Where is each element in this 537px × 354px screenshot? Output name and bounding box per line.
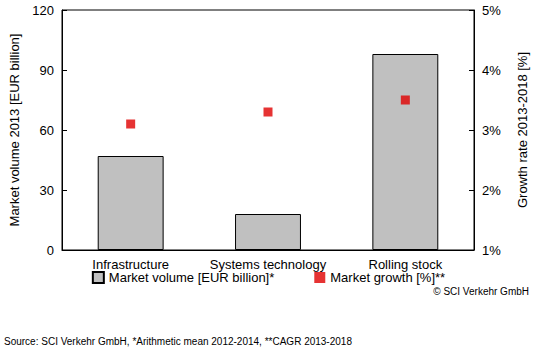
svg-text:Growth rate 2013-2018 [%]: Growth rate 2013-2018 [%] [515,52,530,208]
svg-text:Market volume [EUR billion]*: Market volume [EUR billion]* [109,270,274,285]
svg-text:Infrastructure: Infrastructure [92,257,169,272]
svg-text:© SCI Verkehr GmbH: © SCI Verkehr GmbH [433,286,529,297]
svg-text:30: 30 [40,183,54,198]
svg-text:1%: 1% [482,243,501,258]
svg-text:5%: 5% [482,3,501,18]
svg-text:120: 120 [32,3,54,18]
svg-text:90: 90 [40,63,54,78]
svg-text:4%: 4% [482,63,501,78]
svg-text:0: 0 [47,243,54,258]
svg-text:2%: 2% [482,183,501,198]
svg-text:Market growth [%]**: Market growth [%]** [330,270,445,285]
svg-text:Systems technology: Systems technology [209,257,327,272]
svg-text:Rolling stock: Rolling stock [368,257,443,272]
svg-text:60: 60 [40,123,54,138]
svg-text:Market volume 2013 [EUR billio: Market volume 2013 [EUR billion] [7,34,22,227]
svg-text:Source: SCI Verkehr GmbH, *Ari: Source: SCI Verkehr GmbH, *Arithmetic me… [4,336,352,347]
svg-text:3%: 3% [482,123,501,138]
